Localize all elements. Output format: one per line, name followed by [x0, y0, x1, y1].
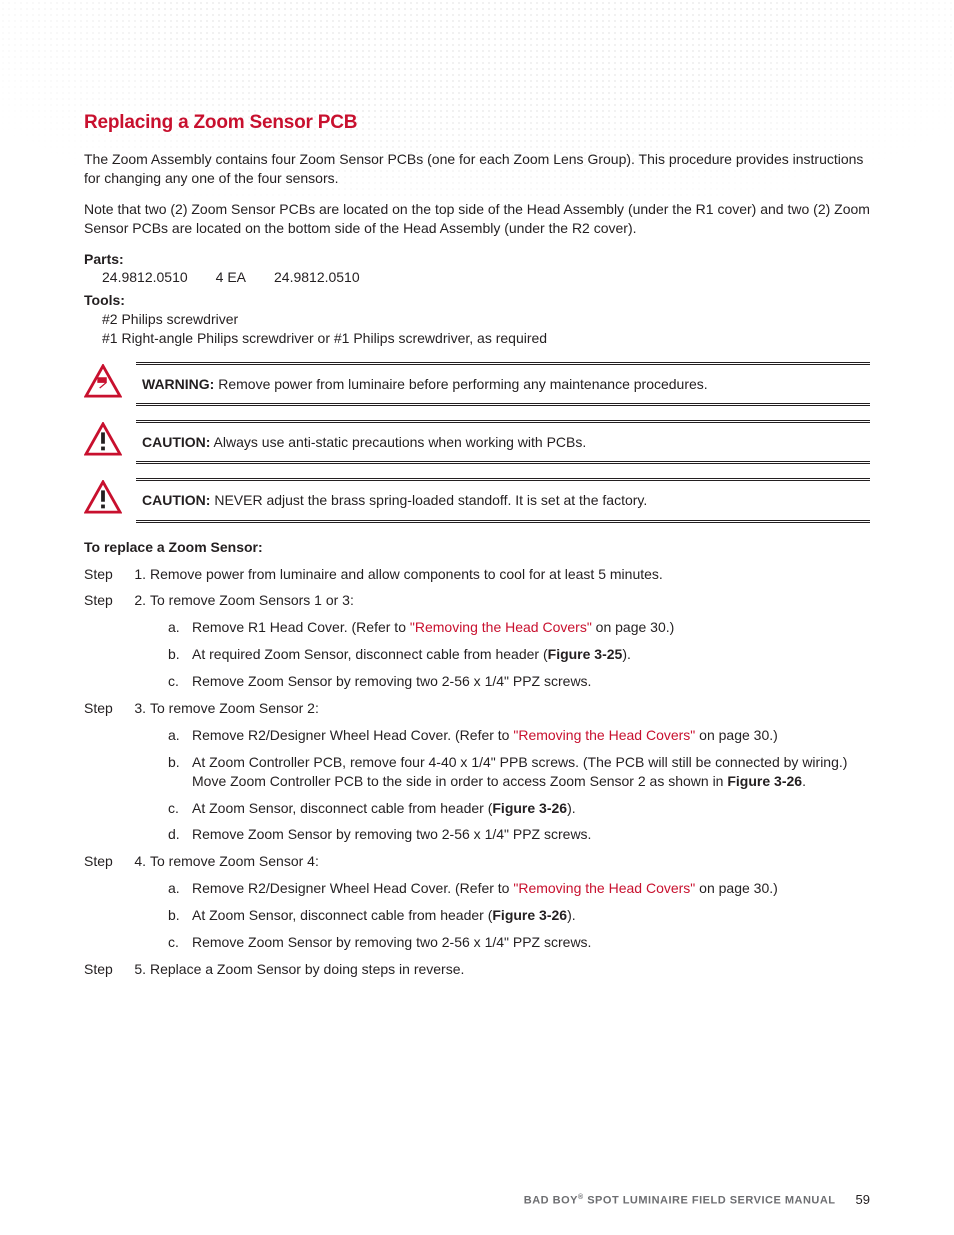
parts-label: Parts: — [84, 251, 124, 267]
caution-text-1: Always use anti-static precautions when … — [210, 434, 586, 450]
step-text: To remove Zoom Sensors 1 or 3: — [150, 591, 870, 610]
step-number: 5. — [128, 960, 150, 979]
content-area: Replacing a Zoom Sensor PCB The Zoom Ass… — [0, 0, 954, 979]
sub-text: Remove Zoom Sensor by removing two 2-56 … — [192, 825, 870, 844]
warning-label: WARNING: — [142, 376, 214, 392]
sub-letter: b. — [168, 906, 192, 925]
caution-icon — [84, 480, 122, 517]
step-label: Step — [84, 852, 128, 871]
step-5: Step 5. Replace a Zoom Sensor by doing s… — [84, 960, 870, 979]
warning-text-box: WARNING: Remove power from luminaire bef… — [136, 362, 870, 406]
sub-text: Remove R2/Designer Wheel Head Cover. (Re… — [192, 726, 870, 745]
step-4b: b. At Zoom Sensor, disconnect cable from… — [84, 906, 870, 925]
warning-text: Remove power from luminaire before perfo… — [214, 376, 707, 392]
sub-text: Remove Zoom Sensor by removing two 2-56 … — [192, 933, 870, 952]
footer-page-number: 59 — [856, 1192, 870, 1207]
caution-label-2: CAUTION: — [142, 492, 210, 508]
caution-text-box-1: CAUTION: Always use anti-static precauti… — [136, 420, 870, 464]
step-3d: d. Remove Zoom Sensor by removing two 2-… — [84, 825, 870, 844]
link-removing-head-covers[interactable]: "Removing the Head Covers" — [410, 619, 592, 635]
warning-icon — [84, 364, 122, 401]
step-number: 2. — [128, 591, 150, 610]
page: Replacing a Zoom Sensor PCB The Zoom Ass… — [0, 0, 954, 1235]
caution-icon — [84, 422, 122, 459]
warning-admonition: WARNING: Remove power from luminaire bef… — [84, 362, 870, 406]
caution-admonition-2: CAUTION: NEVER adjust the brass spring-l… — [84, 478, 870, 522]
step-text: To remove Zoom Sensor 4: — [150, 852, 870, 871]
link-removing-head-covers[interactable]: "Removing the Head Covers" — [513, 727, 695, 743]
step-number: 4. — [128, 852, 150, 871]
step-text: Replace a Zoom Sensor by doing steps in … — [150, 960, 870, 979]
sub-letter: c. — [168, 672, 192, 691]
sub-text: Remove R2/Designer Wheel Head Cover. (Re… — [192, 879, 870, 898]
step-4: Step 4. To remove Zoom Sensor 4: — [84, 852, 870, 871]
sub-letter: c. — [168, 933, 192, 952]
sub-letter: a. — [168, 879, 192, 898]
step-3c: c. At Zoom Sensor, disconnect cable from… — [84, 799, 870, 818]
tools-block: Tools: #2 Philips screwdriver #1 Right-a… — [84, 291, 870, 348]
step-2a: a. Remove R1 Head Cover. (Refer to "Remo… — [84, 618, 870, 637]
step-4a: a. Remove R2/Designer Wheel Head Cover. … — [84, 879, 870, 898]
sub-text: Remove R1 Head Cover. (Refer to "Removin… — [192, 618, 870, 637]
step-3b: b. At Zoom Controller PCB, remove four 4… — [84, 753, 870, 791]
footer-doc-title: BAD BOY® SPOT LUMINAIRE FIELD SERVICE MA… — [524, 1194, 836, 1207]
procedure: To replace a Zoom Sensor: Step 1. Remove… — [84, 539, 870, 979]
caution-admonition-1: CAUTION: Always use anti-static precauti… — [84, 420, 870, 464]
tools-line-2: #1 Right-angle Philips screwdriver or #1… — [84, 330, 547, 346]
step-4c: c. Remove Zoom Sensor by removing two 2-… — [84, 933, 870, 952]
step-label: Step — [84, 591, 128, 610]
sub-text: At Zoom Controller PCB, remove four 4-40… — [192, 753, 870, 791]
step-text: Remove power from luminaire and allow co… — [150, 565, 870, 584]
caution-text-2: NEVER adjust the brass spring-loaded sta… — [210, 492, 647, 508]
intro-paragraph-2: Note that two (2) Zoom Sensor PCBs are l… — [84, 200, 870, 238]
step-2b: b. At required Zoom Sensor, disconnect c… — [84, 645, 870, 664]
step-3: Step 3. To remove Zoom Sensor 2: — [84, 699, 870, 718]
link-removing-head-covers[interactable]: "Removing the Head Covers" — [513, 880, 695, 896]
tools-label: Tools: — [84, 292, 125, 308]
step-number: 3. — [128, 699, 150, 718]
step-label: Step — [84, 699, 128, 718]
step-label: Step — [84, 960, 128, 979]
step-3a: a. Remove R2/Designer Wheel Head Cover. … — [84, 726, 870, 745]
parts-line: 24.9812.0510 4 EA 24.9812.0510 — [84, 269, 360, 285]
sub-letter: c. — [168, 799, 192, 818]
step-number: 1. — [128, 565, 150, 584]
caution-label-1: CAUTION: — [142, 434, 210, 450]
sub-letter: b. — [168, 645, 192, 664]
step-label: Step — [84, 565, 128, 584]
sub-text: Remove Zoom Sensor by removing two 2-56 … — [192, 672, 870, 691]
sub-letter: a. — [168, 618, 192, 637]
tools-line-1: #2 Philips screwdriver — [84, 311, 238, 327]
sub-letter: b. — [168, 753, 192, 791]
sub-text: At Zoom Sensor, disconnect cable from he… — [192, 799, 870, 818]
sub-letter: d. — [168, 825, 192, 844]
intro-paragraph-1: The Zoom Assembly contains four Zoom Sen… — [84, 150, 870, 188]
caution-text-box-2: CAUTION: NEVER adjust the brass spring-l… — [136, 478, 870, 522]
section-title: Replacing a Zoom Sensor PCB — [84, 112, 870, 134]
parts-block: Parts: 24.9812.0510 4 EA 24.9812.0510 — [84, 250, 870, 288]
page-footer: BAD BOY® SPOT LUMINAIRE FIELD SERVICE MA… — [0, 1192, 954, 1207]
sub-text: At Zoom Sensor, disconnect cable from he… — [192, 906, 870, 925]
step-2: Step 2. To remove Zoom Sensors 1 or 3: — [84, 591, 870, 610]
sub-text: At required Zoom Sensor, disconnect cabl… — [192, 645, 870, 664]
step-2c: c. Remove Zoom Sensor by removing two 2-… — [84, 672, 870, 691]
step-1: Step 1. Remove power from luminaire and … — [84, 565, 870, 584]
sub-letter: a. — [168, 726, 192, 745]
step-text: To remove Zoom Sensor 2: — [150, 699, 870, 718]
procedure-heading: To replace a Zoom Sensor: — [84, 539, 870, 555]
